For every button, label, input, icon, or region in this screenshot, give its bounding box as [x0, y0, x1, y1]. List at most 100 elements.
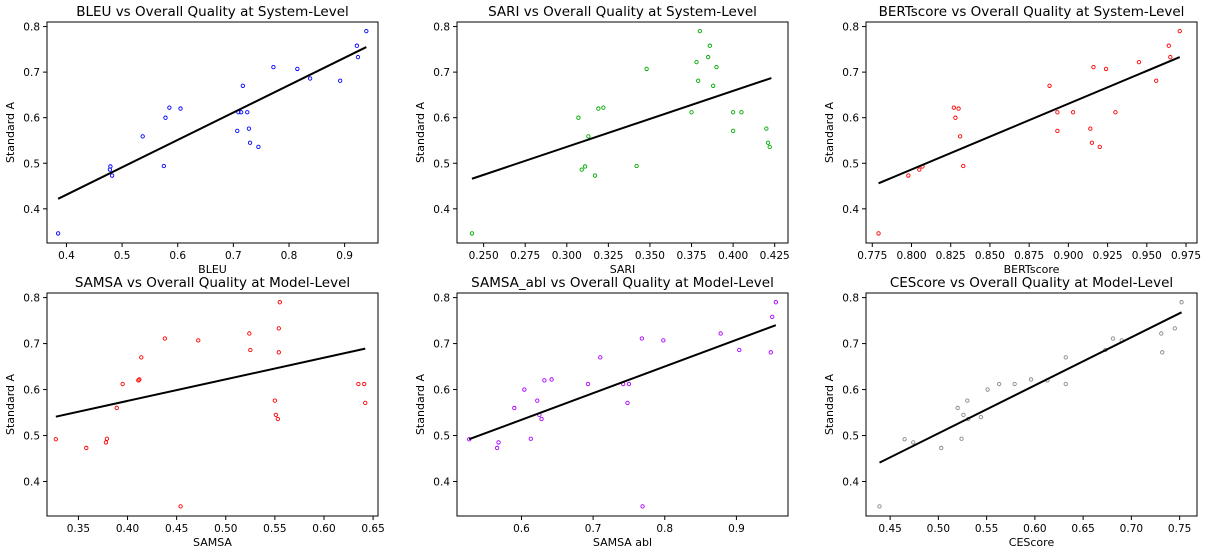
y-tick-label: 0.6 — [23, 113, 40, 125]
data-point — [247, 331, 252, 336]
chart-title: SAMSA_abl vs Overall Quality at Model-Le… — [471, 275, 774, 291]
data-point — [1063, 355, 1068, 360]
data-point — [539, 416, 544, 422]
plot-frame — [456, 292, 789, 517]
y-tick-label: 0.4 — [433, 477, 450, 489]
chart-title: BLEU vs Overall Quality at System-Level — [76, 4, 349, 20]
y-tick-label: 0.4 — [23, 204, 40, 216]
data-point — [877, 504, 882, 509]
regression-line — [471, 77, 772, 180]
x-tick-label: 0.825 — [936, 250, 966, 262]
chart-title: SAMSA vs Overall Quality at Model-Level — [75, 275, 350, 291]
y-tick-label: 0.8 — [842, 293, 859, 305]
data-point — [494, 445, 500, 451]
data-point — [644, 66, 649, 72]
data-point — [1110, 336, 1116, 341]
data-point — [955, 405, 960, 411]
data-point — [162, 336, 168, 341]
data-point — [271, 64, 276, 70]
data-point — [1103, 66, 1109, 72]
data-point — [711, 83, 716, 88]
regression-line — [879, 311, 1183, 464]
data-point — [696, 78, 701, 83]
data-point — [275, 416, 280, 422]
y-tick-label: 0.5 — [433, 158, 450, 170]
x-tick-label: 0.9 — [336, 250, 353, 262]
data-point — [985, 387, 990, 392]
x-tick-label: 0.6 — [513, 523, 530, 535]
chart-title: SARI vs Overall Quality at System-Level — [488, 4, 757, 20]
data-point — [714, 64, 719, 70]
data-point — [235, 128, 240, 134]
data-point — [1028, 377, 1034, 382]
plot-frame — [46, 21, 379, 244]
y-tick-label: 0.7 — [433, 67, 450, 79]
x-tick-label: 0.8 — [281, 250, 298, 262]
y-tick-label: 0.6 — [842, 385, 859, 397]
x-tick-label: 0.9 — [728, 523, 745, 535]
data-point — [238, 110, 244, 115]
chart-panel-6: CEScore vs Overall Quality at Model-Leve… — [823, 275, 1198, 549]
data-point — [355, 54, 361, 60]
data-point — [592, 173, 598, 178]
data-point — [953, 115, 958, 120]
data-point — [1091, 64, 1096, 70]
x-tick-label: 0.875 — [1014, 250, 1044, 262]
data-point — [902, 437, 907, 442]
data-point — [906, 173, 911, 178]
data-point — [939, 445, 944, 451]
data-point — [689, 110, 694, 115]
data-point — [730, 110, 736, 115]
x-tick-label: 0.60 — [1023, 523, 1046, 535]
y-tick-label: 0.7 — [842, 67, 859, 79]
data-point — [1160, 350, 1165, 355]
data-point — [1070, 110, 1076, 115]
data-point — [469, 231, 475, 236]
data-point — [163, 115, 168, 120]
x-tick-label: 0.275 — [510, 250, 540, 262]
data-point — [1172, 326, 1177, 331]
data-point — [55, 231, 61, 236]
data-point — [737, 347, 742, 353]
data-point — [104, 436, 110, 441]
chart-title: CEScore vs Overall Quality at Model-Leve… — [890, 275, 1173, 291]
data-point — [512, 405, 517, 411]
data-point — [114, 405, 119, 411]
x-tick-label: 0.40 — [116, 523, 139, 535]
data-point — [240, 83, 245, 88]
y-tick-label: 0.4 — [433, 204, 450, 216]
data-point — [338, 78, 343, 83]
data-point — [765, 140, 771, 145]
data-point — [978, 414, 983, 420]
y-tick-label: 0.7 — [433, 339, 450, 351]
data-point — [718, 331, 723, 336]
x-tick-label: 0.75 — [1168, 523, 1191, 535]
data-point — [1063, 381, 1068, 387]
x-tick-label: 0.775 — [857, 250, 887, 262]
y-tick-label: 0.5 — [842, 158, 859, 170]
data-point — [661, 338, 666, 343]
data-point — [522, 387, 527, 392]
x-tick-label: 0.800 — [896, 250, 926, 262]
y-tick-label: 0.4 — [23, 477, 40, 489]
x-tick-label: 0.70 — [1120, 523, 1143, 535]
data-point — [596, 106, 601, 111]
chart-panel-5: SAMSA_abl vs Overall Quality at Model-Le… — [414, 275, 789, 549]
data-point — [109, 173, 115, 178]
x-tick-label: 0.45 — [165, 523, 188, 535]
y-axis-label: Standard A — [823, 102, 836, 164]
data-point — [697, 28, 702, 34]
data-point — [273, 412, 279, 417]
x-tick-label: 0.35 — [67, 523, 90, 535]
data-point — [579, 167, 584, 172]
x-tick-label: 0.950 — [1132, 250, 1162, 262]
y-tick-label: 0.7 — [23, 339, 40, 351]
y-tick-label: 0.5 — [23, 158, 40, 170]
y-tick-label: 0.4 — [842, 204, 859, 216]
data-point — [957, 134, 963, 139]
x-tick-label: 0.900 — [1053, 250, 1083, 262]
data-point — [272, 398, 278, 403]
data-point — [770, 314, 775, 320]
x-tick-label: 0.55 — [263, 523, 286, 535]
y-tick-label: 0.5 — [23, 431, 40, 443]
